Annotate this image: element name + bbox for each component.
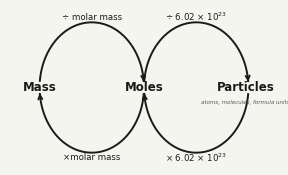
Text: atoms, molecules, formula units: atoms, molecules, formula units (201, 100, 288, 105)
Text: ÷ molar mass: ÷ molar mass (62, 13, 122, 22)
Text: Particles: Particles (217, 81, 274, 94)
Text: ×molar mass: ×molar mass (63, 153, 120, 162)
Text: $\times$ 6.02 $\times$ 10$^{23}$: $\times$ 6.02 $\times$ 10$^{23}$ (165, 152, 227, 164)
Text: $\div$ 6.02 $\times$ 10$^{23}$: $\div$ 6.02 $\times$ 10$^{23}$ (165, 11, 227, 23)
Text: Moles: Moles (125, 81, 163, 94)
Text: Mass: Mass (23, 81, 56, 94)
